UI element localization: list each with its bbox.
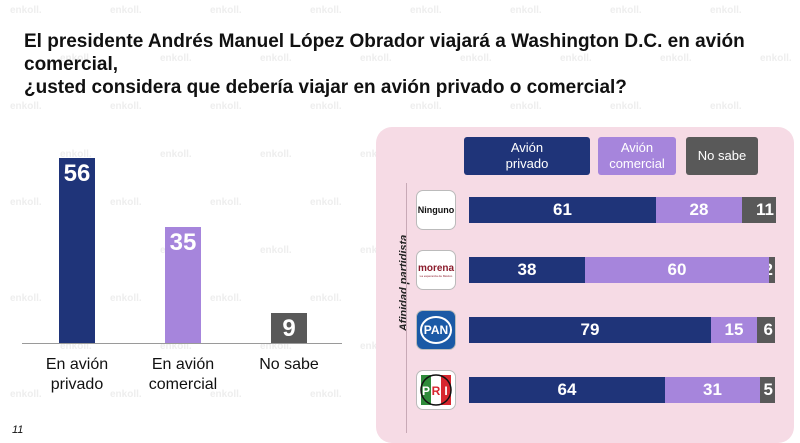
pri-letter: P bbox=[422, 384, 430, 398]
bar-value-label: 9 bbox=[282, 315, 296, 342]
bar-category-line: En avión bbox=[45, 356, 109, 373]
bar-category-label: En avión privado bbox=[22, 355, 132, 395]
segment-no-sabe: 11 bbox=[742, 197, 776, 223]
watermark-mark: enkoll. bbox=[10, 5, 42, 16]
legend-item-no-sabe: No sabe bbox=[686, 137, 758, 175]
bar-value-label: 35 bbox=[169, 229, 197, 256]
segment-privado: 64 bbox=[469, 377, 665, 403]
bar-value-label: 56 bbox=[63, 160, 91, 187]
title-line-2: ¿usted considera que debería viajar en a… bbox=[24, 77, 627, 98]
overall-bar-chart: 56 En avión privado 35 En avión comercial 9 No … bbox=[0, 130, 360, 400]
segment-privado: 38 bbox=[469, 257, 585, 283]
legend-text-line: No sabe bbox=[697, 148, 747, 163]
segment-comercial: 60 bbox=[585, 257, 769, 283]
legend-text-line: Avión bbox=[620, 140, 654, 155]
morena-label: morena bbox=[417, 262, 455, 274]
legend-item-comercial: Avión comercial bbox=[598, 137, 676, 175]
pri-letter: I bbox=[444, 384, 447, 398]
watermark-mark: enkoll. bbox=[110, 101, 142, 112]
chart-title: El presidente Andrés Manuel López Obrado… bbox=[24, 30, 784, 99]
segment-no-sabe: 6 bbox=[757, 317, 775, 343]
morena-wordmark: morena La esperanza de México bbox=[418, 263, 454, 278]
bar-category-label: En avión comercial bbox=[128, 355, 238, 395]
legend-text: Avión comercial bbox=[609, 140, 665, 172]
watermark-mark: enkoll. bbox=[210, 5, 242, 16]
watermark-mark: enkoll. bbox=[510, 101, 542, 112]
party-affinity-panel: Afinidad partidista Avión privado Avión com… bbox=[376, 127, 794, 443]
watermark-mark: enkoll. bbox=[210, 101, 242, 112]
bar-category-line: En avión bbox=[151, 356, 215, 373]
segment-privado: 79 bbox=[469, 317, 711, 343]
watermark-mark: enkoll. bbox=[110, 5, 142, 16]
watermark-mark: enkoll. bbox=[510, 5, 542, 16]
segment-comercial: 15 bbox=[711, 317, 757, 343]
legend-text: No sabe bbox=[698, 148, 746, 164]
segment-no-sabe: 5 bbox=[760, 377, 775, 403]
pan-label: PAN bbox=[419, 316, 453, 344]
bar-category-line: No sabe bbox=[259, 356, 319, 373]
segment-comercial: 31 bbox=[665, 377, 760, 403]
bar-no-sabe bbox=[271, 313, 307, 343]
pan-logo: PAN bbox=[416, 310, 456, 350]
pri-stripe bbox=[441, 375, 451, 405]
watermark-mark: enkoll. bbox=[10, 101, 42, 112]
watermark-mark: enkoll. bbox=[710, 101, 742, 112]
bar-chart-baseline bbox=[22, 343, 342, 344]
ninguno-logo: Ninguno bbox=[416, 190, 456, 230]
title-line-1: El presidente Andrés Manuel López Obrado… bbox=[24, 31, 745, 75]
watermark-mark: enkoll. bbox=[710, 5, 742, 16]
party-axis-line bbox=[406, 183, 407, 433]
watermark-mark: enkoll. bbox=[610, 5, 642, 16]
morena-logo: morena La esperanza de México bbox=[416, 250, 456, 290]
watermark-mark: enkoll. bbox=[610, 101, 642, 112]
segment-privado: 61 bbox=[469, 197, 656, 223]
pri-stripe bbox=[431, 375, 441, 405]
pri-letter: R bbox=[432, 384, 441, 398]
pri-ring bbox=[420, 374, 452, 406]
bar-category-label: No sabe bbox=[234, 355, 344, 375]
watermark-mark: enkoll. bbox=[410, 5, 442, 16]
watermark-mark: enkoll. bbox=[410, 101, 442, 112]
morena-subtitle: La esperanza de México bbox=[419, 273, 453, 278]
page-number: 11 bbox=[12, 424, 24, 436]
legend-text-line: privado bbox=[505, 156, 549, 171]
bar-category-line: privado bbox=[50, 376, 104, 393]
axis-title-afinidad: Afinidad partidista bbox=[398, 234, 410, 332]
bar-category-line: comercial bbox=[148, 376, 218, 393]
watermark-mark: enkoll. bbox=[310, 5, 342, 16]
legend-text-line: Avión bbox=[510, 140, 544, 155]
segment-comercial: 28 bbox=[656, 197, 742, 223]
bar-privado bbox=[59, 158, 95, 343]
legend-text: Avión privado bbox=[506, 140, 549, 172]
segment-no-sabe: 2 bbox=[769, 257, 775, 283]
ninguno-label: Ninguno bbox=[417, 205, 455, 215]
watermark-mark: enkoll. bbox=[310, 101, 342, 112]
pri-stripe bbox=[421, 375, 431, 405]
legend-item-privado: Avión privado bbox=[464, 137, 590, 175]
bar-comercial bbox=[165, 227, 201, 343]
legend-text-line: comercial bbox=[609, 156, 665, 171]
